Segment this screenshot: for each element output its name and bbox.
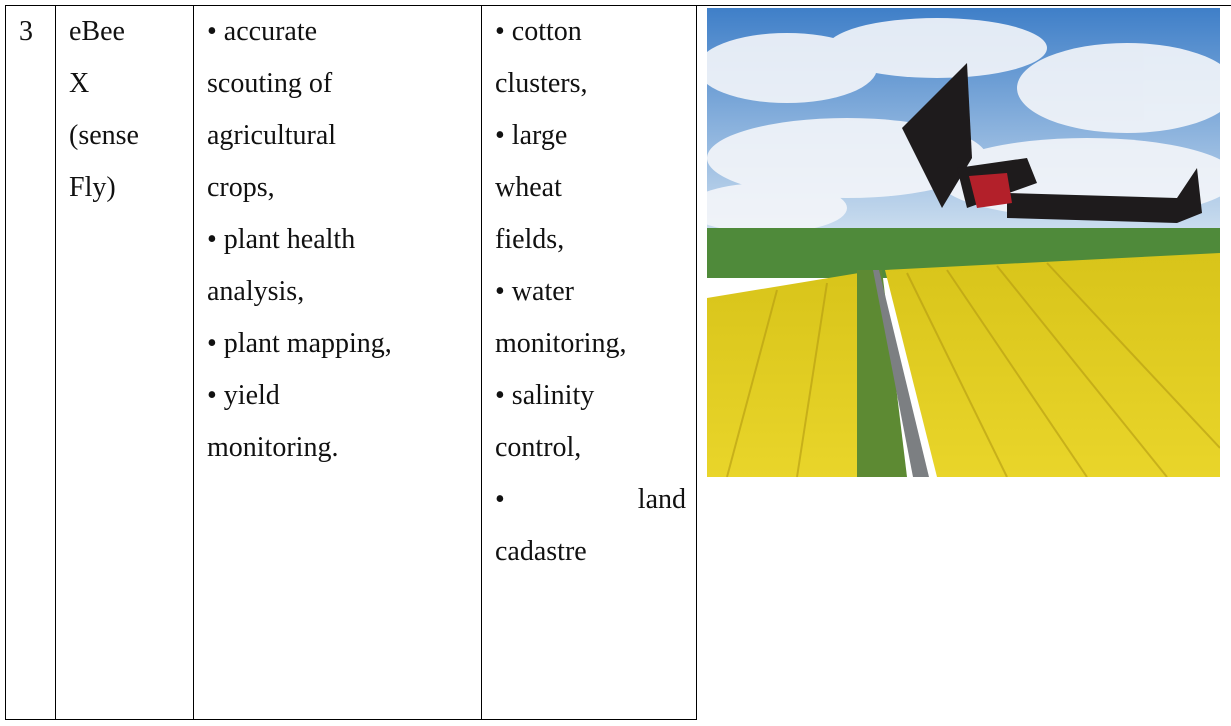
cell-line: • land [495, 474, 696, 526]
drone-photo [707, 8, 1220, 477]
image-cell-border [697, 5, 1231, 6]
cell-line: • water [495, 266, 696, 318]
cell-line: • cotton [495, 6, 696, 58]
cell-line: monitoring. [207, 422, 481, 474]
page: 3 eBeeX(senseFly) • accuratescouting ofa… [0, 0, 1231, 726]
cell-line: • accurate [207, 6, 481, 58]
cell-line: • plant mapping, [207, 318, 481, 370]
cell-line: scouting of [207, 58, 481, 110]
cell-line: control, [495, 422, 696, 474]
cell-line: fields, [495, 214, 696, 266]
cell-line: (sense [69, 110, 193, 162]
cell-line: Fly) [69, 162, 193, 214]
number-cell: 3 [5, 5, 55, 720]
cell-line: eBee [69, 6, 193, 58]
cell-line: • large [495, 110, 696, 162]
cell-line: agricultural [207, 110, 481, 162]
cell-line: • yield [207, 370, 481, 422]
number: 3 [19, 6, 55, 58]
cell-line: crops, [207, 162, 481, 214]
cell-line: analysis, [207, 266, 481, 318]
cell-line: cadastre [495, 526, 696, 578]
cell-line: clusters, [495, 58, 696, 110]
cell-line: monitoring, [495, 318, 696, 370]
cell-line: • plant health [207, 214, 481, 266]
cell-line: wheat [495, 162, 696, 214]
cell-line: • salinity [495, 370, 696, 422]
cell-line: X [69, 58, 193, 110]
